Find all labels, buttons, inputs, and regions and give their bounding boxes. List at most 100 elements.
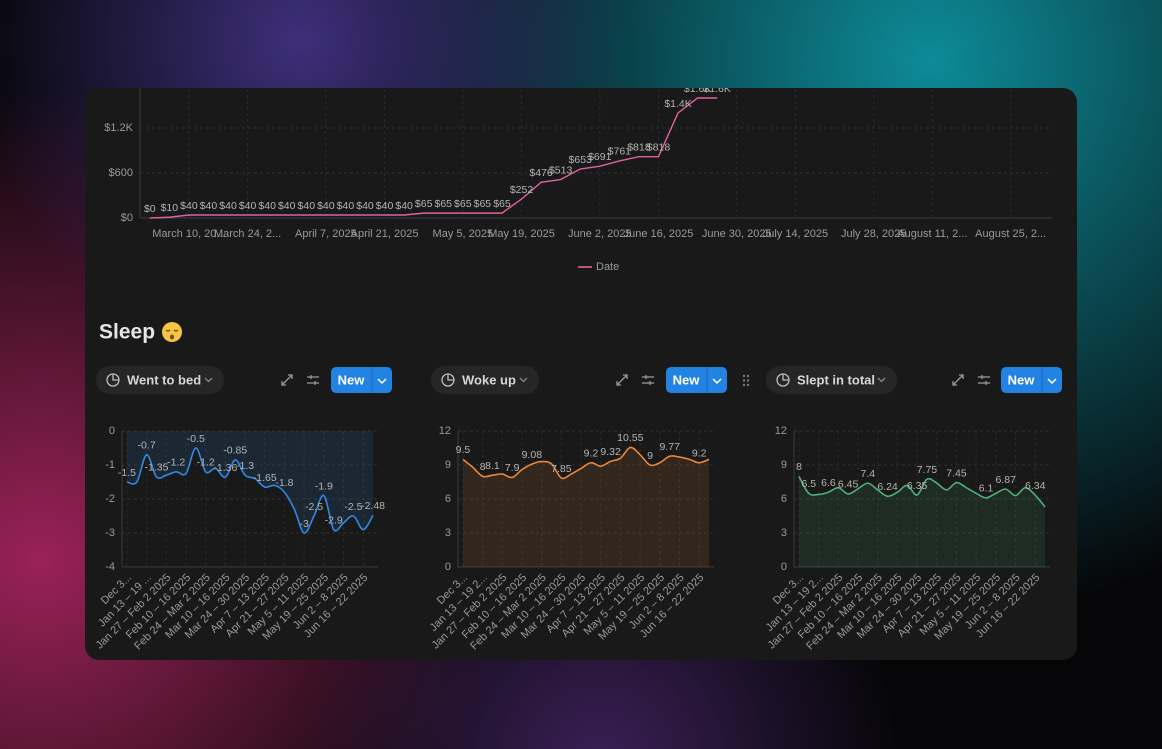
new-button-label: New bbox=[338, 372, 366, 387]
y-tick-label: 9 bbox=[445, 459, 451, 471]
new-button[interactable]: New bbox=[1001, 367, 1062, 393]
line bbox=[126, 447, 374, 534]
value-label: -3 bbox=[299, 518, 308, 530]
value-label: $40 bbox=[200, 200, 218, 212]
drag-dot bbox=[746, 374, 750, 378]
y-tick-label: $600 bbox=[109, 167, 133, 179]
value-label: -1.3 bbox=[236, 460, 254, 472]
value-label: -1.2 bbox=[197, 457, 215, 469]
area bbox=[798, 476, 1046, 567]
new-button-bg bbox=[331, 367, 392, 393]
value-label: $761 bbox=[608, 146, 632, 158]
drag-dot bbox=[742, 383, 746, 387]
y-tick-label: -2 bbox=[105, 493, 115, 505]
value-label: $40 bbox=[219, 200, 237, 212]
y-tick-label: 6 bbox=[445, 493, 451, 505]
area bbox=[462, 447, 710, 567]
view-tab-label: Slept in total bbox=[797, 372, 875, 387]
view-tab[interactable]: Slept in total bbox=[766, 366, 897, 394]
new-button-label: New bbox=[673, 372, 701, 387]
value-label: $0 bbox=[144, 203, 156, 215]
new-button[interactable]: New bbox=[666, 367, 727, 393]
view-tab[interactable]: Went to bed bbox=[96, 366, 224, 394]
value-label: -2.48 bbox=[361, 500, 385, 512]
y-tick-label: -3 bbox=[105, 527, 115, 539]
y-tick-label: $0 bbox=[121, 212, 133, 224]
new-button-bg bbox=[1001, 367, 1062, 393]
value-label: $1.6K bbox=[684, 83, 711, 95]
x-tick-label: June 2, 2025 bbox=[568, 228, 632, 240]
y-tick-label: 3 bbox=[445, 527, 451, 539]
value-label: $1.4K bbox=[664, 98, 691, 110]
value-label: $818 bbox=[627, 141, 651, 153]
value-label: $818 bbox=[647, 141, 671, 153]
x-tick-label: March 10, 20... bbox=[152, 228, 225, 240]
value-label: $40 bbox=[278, 200, 296, 212]
y-tick-label: -4 bbox=[105, 561, 115, 573]
value-label: $40 bbox=[239, 200, 257, 212]
view-tab-bg bbox=[96, 366, 224, 394]
value-label: $65 bbox=[454, 198, 472, 210]
chevron bbox=[712, 378, 722, 385]
value-label: $65 bbox=[415, 198, 433, 210]
value-label: $40 bbox=[337, 200, 355, 212]
line bbox=[149, 97, 718, 219]
x-tick-label: April 7, 2025 bbox=[295, 228, 357, 240]
y-tick-label: $1.2K bbox=[104, 122, 133, 134]
value-label: $691 bbox=[588, 151, 612, 163]
value-label: $65 bbox=[474, 198, 492, 210]
value-label: -0.85 bbox=[223, 445, 247, 457]
x-tick-label: August 25, 2... bbox=[975, 228, 1046, 240]
drag-dot bbox=[742, 374, 746, 378]
drag-dot bbox=[742, 379, 746, 382]
value-label: 9.77 bbox=[659, 441, 680, 453]
new-button[interactable]: New bbox=[331, 367, 392, 393]
legend-label: Date bbox=[596, 261, 619, 273]
value-label: -1.8 bbox=[275, 477, 293, 489]
value-label: $40 bbox=[395, 200, 413, 212]
value-label: 6.87 bbox=[995, 474, 1016, 486]
section-title: Sleep bbox=[99, 321, 155, 344]
value-label: 9.2 bbox=[692, 448, 707, 460]
value-label: $40 bbox=[376, 200, 394, 212]
value-label: -1.5 bbox=[118, 467, 136, 479]
settings-icon[interactable] bbox=[978, 375, 990, 385]
value-label: 8 bbox=[480, 461, 486, 473]
expand-icon[interactable] bbox=[281, 374, 293, 386]
value-label: 10.55 bbox=[617, 432, 643, 444]
drag-handle[interactable] bbox=[742, 374, 750, 387]
view-tab[interactable]: Woke up bbox=[431, 366, 539, 394]
value-label: -1.2 bbox=[167, 457, 185, 469]
value-label: 9.5 bbox=[456, 444, 471, 456]
value-label: 7.75 bbox=[917, 464, 938, 476]
value-label: $40 bbox=[180, 200, 198, 212]
value-label: $65 bbox=[434, 198, 452, 210]
y-tick-label: 0 bbox=[445, 561, 451, 573]
value-label: $1.6K bbox=[703, 83, 730, 95]
drag-dot bbox=[746, 383, 750, 387]
value-label: 6.34 bbox=[1025, 480, 1046, 492]
value-label: 9.32 bbox=[600, 446, 621, 458]
settings-icon[interactable] bbox=[642, 375, 654, 385]
value-label: $40 bbox=[258, 200, 276, 212]
x-tick-label: July 28, 2025 bbox=[841, 228, 906, 240]
x-tick-label: April 21, 2025 bbox=[351, 228, 419, 240]
value-label: -0.7 bbox=[138, 440, 156, 452]
area bbox=[126, 431, 374, 534]
emoji-icon bbox=[162, 322, 182, 342]
value-label: -1.65 bbox=[253, 472, 277, 484]
settings-icon[interactable] bbox=[307, 375, 319, 385]
chevron bbox=[204, 377, 213, 383]
value-label: $252 bbox=[510, 184, 534, 196]
expand-icon[interactable] bbox=[952, 374, 964, 386]
chart-icon bbox=[112, 374, 119, 381]
value-label: 6.45 bbox=[838, 479, 859, 491]
value-label: -1.9 bbox=[315, 480, 333, 492]
chevron bbox=[377, 378, 387, 385]
value-label: $40 bbox=[298, 200, 316, 212]
view-tab-label: Went to bed bbox=[127, 372, 201, 387]
chevron bbox=[1047, 378, 1057, 385]
expand-icon[interactable] bbox=[616, 374, 628, 386]
value-label: 7.85 bbox=[551, 463, 572, 475]
